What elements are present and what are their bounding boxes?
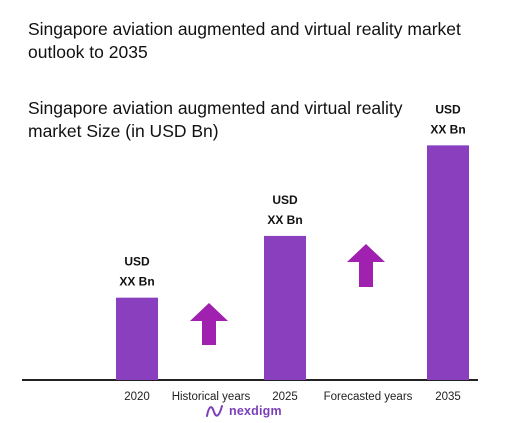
period-label-0: Historical years [172,391,251,403]
growth-arrow-icon-1 [347,244,385,287]
nexdigm-wave-icon [206,405,223,417]
data-label-2035-1: XX Bn [430,122,465,136]
growth-arrow-icon-0 [190,303,228,345]
bar-2025 [264,235,306,380]
data-label-2025-1: XX Bn [267,213,302,227]
data-label-2035-0: USD [435,102,461,116]
x-tick-2025: 2025 [272,391,298,403]
x-tick-2035: 2035 [435,391,461,403]
data-label-2025-0: USD [272,193,298,207]
period-label-1: Forecasted years [324,391,413,403]
chart-title: Singapore aviation augmented and virtual… [28,19,461,62]
bar-2020 [116,297,158,380]
bar-2035 [427,145,469,380]
data-label-2020-0: USD [124,255,150,269]
brand-logo: nexdigm [205,402,282,420]
data-label-2020-1: XX Bn [119,275,154,289]
chart-subtitle: Singapore aviation augmented and virtual… [28,98,403,141]
x-tick-2020: 2020 [124,391,150,403]
brand-name: nexdigm [229,404,282,418]
